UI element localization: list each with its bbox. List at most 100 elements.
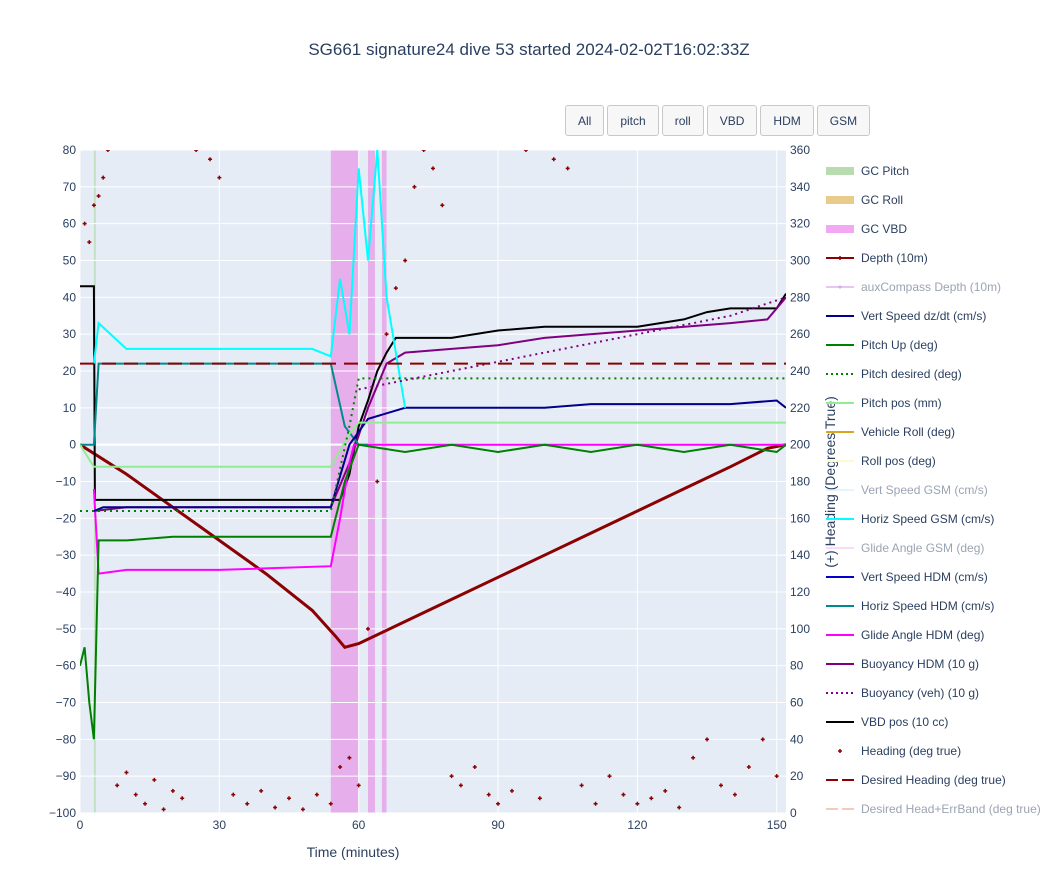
heading-marker [431,166,435,171]
legend-item-pitch-up-deg[interactable]: Pitch Up (deg) [824,330,1058,359]
legend-item-pitch-desired-deg[interactable]: Pitch desired (deg) [824,359,1058,388]
range-button-pitch[interactable]: pitch [607,105,659,136]
series-pitch-pos-mm [80,421,786,468]
legend-swatch [824,251,856,265]
legend-item-heading-deg-true[interactable]: Heading (deg true) [824,736,1058,765]
legend-swatch [824,367,856,381]
legend-item-buoyancy-veh-10-g[interactable]: Buoyancy (veh) (10 g) [824,678,1058,707]
legend-item-gc-pitch[interactable]: GC Pitch [824,156,1058,185]
legend-swatch [824,686,856,700]
legend-swatch [824,599,856,613]
legend-item-vert-speed-hdm-cm-s[interactable]: Vert Speed HDM (cm/s) [824,562,1058,591]
legend-swatch [824,628,856,642]
legend: GC Pitch GC Roll GC VBD Depth (10m) auxCompa… [824,156,1058,823]
series-buoyancy-veh-10-g [358,296,786,391]
x-tick-label: 0 [77,818,84,832]
heading-marker [732,792,737,797]
heading-marker [593,801,598,806]
legend-item-desired-heading-deg-true[interactable]: Desired Heading (deg true) [824,765,1058,794]
legend-label: VBD pos (10 cc) [861,714,949,729]
heading-marker [143,801,148,806]
heading-marker [458,783,463,788]
legend-swatch [824,744,856,758]
heading-marker [208,157,213,162]
legend-item-auxcompass-depth-10m[interactable]: auxCompass Depth (10m) [824,272,1058,301]
y2-tick-label: 280 [790,290,810,304]
heading-marker [523,150,528,152]
y2-tick-label: 80 [790,659,804,673]
legend-item-glide-angle-hdm-deg[interactable]: Glide Angle HDM (deg) [824,620,1058,649]
y-tick-label: 30 [63,327,77,341]
heading-marker [105,150,110,152]
series-pitch-up-deg [80,443,786,740]
range-button-gsm[interactable]: GSM [816,105,871,136]
heading-marker [537,796,542,801]
y2-tick-label: 240 [790,364,810,378]
heading-marker [87,240,92,245]
legend-item-gc-roll[interactable]: GC Roll [824,185,1058,214]
legend-item-vert-speed-dz-dt-cm-s[interactable]: Vert Speed dz/dt (cm/s) [824,301,1058,330]
legend-label: Horiz Speed HDM (cm/s) [861,598,995,613]
heading-marker [774,774,779,779]
legend-item-horiz-speed-gsm-cm-s[interactable]: Horiz Speed GSM (cm/s) [824,504,1058,533]
legend-item-vbd-pos-10-cc[interactable]: VBD pos (10 cc) [824,707,1058,736]
x-tick-label: 120 [627,818,647,832]
legend-label: Pitch pos (mm) [861,395,942,410]
heading-marker [91,203,96,208]
range-button-bar: All pitch roll VBD HDM GSM [565,105,871,136]
heading-marker [328,801,333,806]
y2-tick-label: 40 [790,732,804,746]
heading-marker [412,184,417,189]
y2-tick-label: 100 [790,622,810,636]
legend-swatch [824,657,856,671]
y2-tick-label: 60 [790,696,804,710]
range-button-hdm[interactable]: HDM [760,105,814,136]
y-tick-label: −100 [49,806,76,820]
legend-item-pitch-pos-mm[interactable]: Pitch pos (mm) [824,388,1058,417]
heading-marker [245,801,250,806]
heading-marker [565,166,570,171]
y-tick-label: 20 [63,364,77,378]
x-tick-label: 90 [491,818,505,832]
y-tick-label: 40 [63,290,77,304]
legend-item-horiz-speed-hdm-cm-s[interactable]: Horiz Speed HDM (cm/s) [824,591,1058,620]
legend-item-desired-head-errband-deg-true[interactable]: Desired Head+ErrBand (deg true) [824,794,1058,823]
y2-tick-label: 20 [790,769,804,783]
legend-swatch [824,396,856,410]
heading-marker [649,796,654,801]
heading-marker [259,788,264,793]
y-tick-label: −90 [56,769,77,783]
legend-swatch [824,193,856,207]
y2-axis-label: (+) Heading (Degrees True) [822,396,838,568]
legend-label: Pitch Up (deg) [861,337,938,352]
legend-item-depth-10m[interactable]: Depth (10m) [824,243,1058,272]
x-axis-label: Time (minutes) [307,844,400,860]
range-button-all[interactable]: All [565,105,605,136]
heading-marker [194,150,199,152]
heading-marker [124,770,129,775]
range-button-roll[interactable]: roll [661,105,704,136]
y-tick-label: 0 [69,438,76,452]
legend-item-buoyancy-hdm-10-g[interactable]: Buoyancy HDM (10 g) [824,649,1058,678]
heading-marker [273,805,278,810]
legend-item-vert-speed-gsm-cm-s[interactable]: Vert Speed GSM (cm/s) [824,475,1058,504]
heading-marker [496,801,501,806]
legend-item-vehicle-roll-deg[interactable]: Vehicle Roll (deg) [824,417,1058,446]
legend-label: Buoyancy HDM (10 g) [861,656,980,671]
y-tick-label: −60 [56,659,77,673]
legend-item-roll-pos-deg[interactable]: Roll pos (deg) [824,446,1058,475]
y-tick-label: −10 [56,475,77,489]
y2-tick-label: 300 [790,254,810,268]
series-group [80,150,786,812]
y-tick-label: 70 [63,180,77,194]
y2-tick-label: 160 [790,511,810,525]
y-tick-label: −40 [56,585,77,599]
y-tick-label: −70 [56,696,77,710]
y2-tick-label: 140 [790,548,810,562]
y2-tick-label: 220 [790,401,810,415]
legend-item-glide-angle-gsm-deg[interactable]: Glide Angle GSM (deg) [824,533,1058,562]
heading-marker [314,792,319,797]
legend-item-gc-vbd[interactable]: GC VBD [824,214,1058,243]
range-button-vbd[interactable]: VBD [706,105,758,136]
